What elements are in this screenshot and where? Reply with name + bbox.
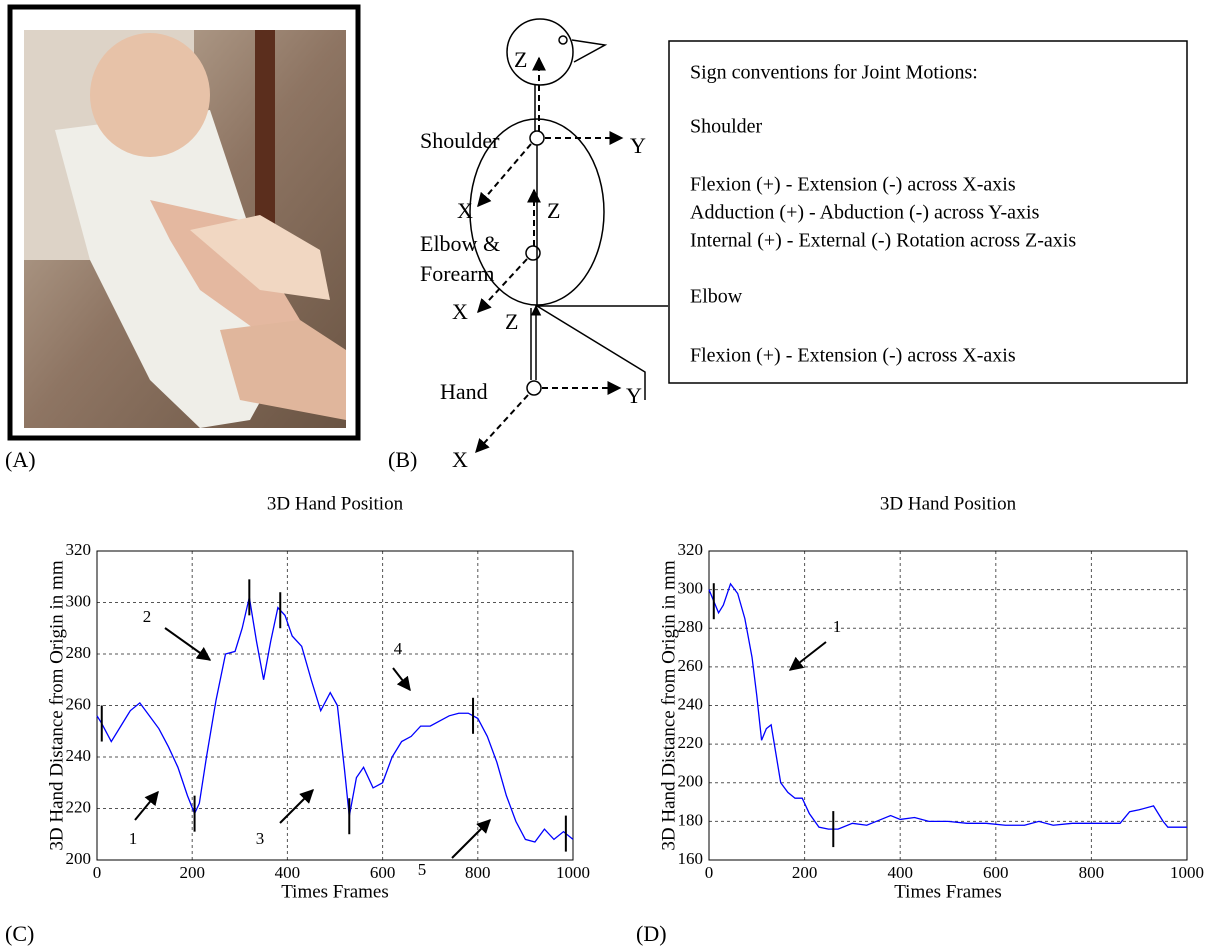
y-tick-label: 320 — [66, 540, 92, 559]
axis-label: Z — [505, 309, 518, 334]
conventions-line: Internal (+) - External (-) Rotation acr… — [690, 230, 1076, 252]
annotation-arrow — [279, 789, 314, 824]
y-axis-label: 3D Hand Distance from Origin in mm — [658, 560, 679, 850]
axis-label: Z — [547, 198, 560, 223]
x-tick-label: 400 — [887, 863, 913, 882]
chart-title: 3D Hand Position — [880, 493, 1017, 514]
x-tick-label: 800 — [465, 863, 491, 882]
x-axis-label: Times Frames — [894, 881, 1002, 902]
annotation: 1 — [129, 829, 138, 848]
axis-label: Z — [514, 47, 527, 72]
conventions-line: Flexion (+) - Extension (-) across X-axi… — [690, 174, 1016, 196]
y-axis-label: 3D Hand Distance from Origin in mm — [46, 560, 67, 850]
y-tick-label: 260 — [678, 656, 704, 675]
y-tick-label: 320 — [678, 540, 704, 559]
annotation: 3 — [256, 829, 265, 848]
x-tick-label: 800 — [1079, 863, 1105, 882]
chart-title: 3D Hand Position — [267, 493, 404, 514]
x-tick-label: 1000 — [1170, 863, 1204, 882]
data-line — [708, 582, 1187, 830]
plot-frame — [96, 550, 574, 861]
panel-label: (C) — [5, 921, 34, 946]
x-tick-label: 1000 — [556, 863, 590, 882]
annotation-arrow — [788, 641, 827, 671]
y-tick-label: 160 — [678, 849, 704, 868]
y-tick-label: 200 — [66, 849, 92, 868]
plot-frame — [708, 550, 1188, 861]
annotation: 2 — [143, 607, 152, 626]
conventions-box — [668, 40, 1188, 384]
x-tick-label: 600 — [983, 863, 1009, 882]
annotation-arrow — [134, 790, 159, 821]
joint-label: Shoulder — [420, 128, 500, 153]
annotation-arrow — [164, 627, 212, 661]
y-tick-label: 280 — [678, 617, 704, 636]
y-tick-label: 240 — [66, 746, 92, 765]
annotation: 4 — [394, 639, 403, 658]
axis-label: X — [457, 198, 473, 223]
panel-label: (B) — [388, 447, 417, 472]
x-axis-label: Times Frames — [281, 881, 389, 902]
x-tick-label: 0 — [93, 863, 102, 882]
joint-label: Hand — [440, 379, 488, 404]
conventions-line: Adduction (+) - Abduction (-) across Y-a… — [690, 202, 1040, 224]
axis-label: Y — [626, 383, 642, 408]
y-tick-label: 240 — [678, 694, 704, 713]
conventions-title: Sign conventions for Joint Motions: — [690, 62, 978, 84]
annotation-arrow — [392, 667, 411, 692]
body-diagram — [469, 18, 668, 454]
panel-label: (A) — [5, 447, 36, 472]
panel-label: (D) — [636, 921, 667, 946]
x-tick-label: 200 — [179, 863, 205, 882]
y-tick-label: 220 — [678, 733, 704, 752]
data-line — [96, 597, 574, 843]
joint-label: Elbow & — [420, 231, 500, 256]
x-tick-label: 0 — [705, 863, 714, 882]
x-tick-label: 200 — [792, 863, 818, 882]
annotation: 5 — [418, 860, 427, 879]
y-tick-label: 300 — [678, 579, 704, 598]
annotation: 1 — [833, 617, 842, 636]
conventions-heading: Elbow — [690, 286, 743, 308]
conventions-heading: Shoulder — [690, 116, 763, 138]
x-tick-label: 400 — [275, 863, 301, 882]
joint-label: Forearm — [420, 261, 495, 286]
y-tick-label: 220 — [66, 797, 92, 816]
y-tick-label: 300 — [66, 591, 92, 610]
y-tick-label: 260 — [66, 694, 92, 713]
axis-label: X — [452, 447, 468, 472]
annotation-arrow — [451, 819, 491, 859]
conventions-line: Flexion (+) - Extension (-) across X-axi… — [690, 345, 1016, 367]
axis-label: X — [452, 299, 468, 324]
y-tick-label: 280 — [66, 643, 92, 662]
x-tick-label: 600 — [370, 863, 396, 882]
photo — [7, 4, 361, 441]
axis-label: Y — [630, 133, 646, 158]
y-tick-label: 200 — [678, 772, 704, 791]
y-tick-label: 180 — [678, 810, 704, 829]
